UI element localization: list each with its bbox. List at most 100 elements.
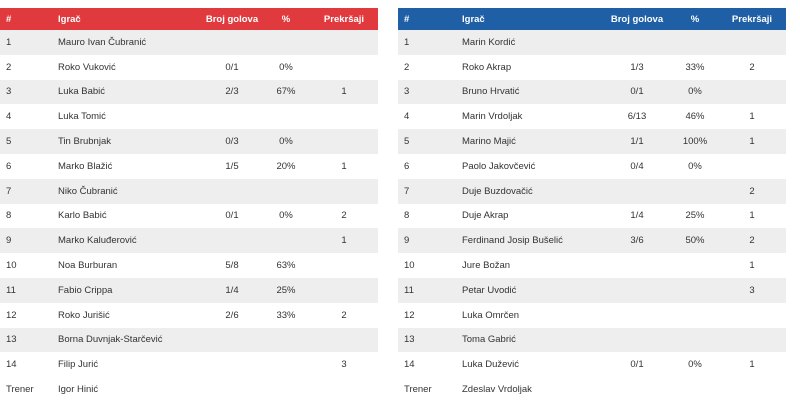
player-name: Borna Duvnjak-Starčević <box>58 334 163 346</box>
player-number: 3 <box>6 86 12 98</box>
fouls-cell: 1 <box>341 86 347 98</box>
home-team-table: # Igrač Broj golova % Prekršaji 1 Mauro I… <box>0 8 378 402</box>
goals-cell: 1/4 <box>225 284 239 296</box>
table-row[interactable]: 12 Luka Omrčen <box>398 302 786 328</box>
table-row[interactable]: 9 Marko Kaluđerović 1 <box>0 228 378 254</box>
player-name: Roko Jurišić <box>58 309 110 321</box>
goals-cell: 0/3 <box>225 136 239 148</box>
player-name: Karlo Babić <box>58 210 107 222</box>
table-row[interactable]: 12 Roko Jurišić 2/6 33% 2 <box>0 302 378 328</box>
column-header-number[interactable]: # <box>404 13 410 25</box>
coach-row: Trener Igor Hinić <box>0 377 378 402</box>
player-name: Mauro Ivan Čubranić <box>58 36 147 48</box>
fouls-cell <box>310 278 378 303</box>
table-row[interactable]: 7 Niko Čubranić <box>0 178 378 204</box>
table-row[interactable]: 11 Petar Uvodić 3 <box>398 277 786 303</box>
table-row[interactable]: 2 Roko Akrap 1/3 33% 2 <box>398 54 786 80</box>
column-header-player[interactable]: Igrač <box>58 13 81 25</box>
player-number: 7 <box>6 185 12 197</box>
goals-cell <box>202 228 262 253</box>
player-number: 6 <box>6 160 12 172</box>
goals-cell: 0/1 <box>630 359 644 371</box>
player-name: Filip Jurić <box>58 359 99 371</box>
fouls-cell: 1 <box>341 160 347 172</box>
goals-cell <box>202 30 262 55</box>
player-number: 4 <box>6 111 12 123</box>
table-row[interactable]: 3 Bruno Hrvatić 0/1 0% <box>398 79 786 105</box>
fouls-cell: 2 <box>749 61 755 73</box>
player-name: Noa Burburan <box>58 260 118 272</box>
fouls-cell <box>310 30 378 55</box>
goals-cell: 0/4 <box>630 160 644 172</box>
table-row[interactable]: 4 Marin Vrdoljak 6/13 46% 1 <box>398 104 786 130</box>
player-number: 8 <box>6 210 12 222</box>
column-header-percent[interactable]: % <box>690 13 700 25</box>
table-row[interactable]: 4 Luka Tomić <box>0 104 378 130</box>
player-name: Toma Gabrić <box>462 334 516 346</box>
table-row[interactable]: 5 Marino Majić 1/1 100% 1 <box>398 129 786 154</box>
table-row[interactable]: 9 Ferdinand Josip Bušelić 3/6 50% 2 <box>398 228 786 254</box>
player-name: Luka Tomić <box>58 111 106 123</box>
player-name: Marino Majić <box>462 136 516 148</box>
player-number: 2 <box>6 61 12 73</box>
coach-row: Trener Zdeslav Vrdoljak <box>398 377 786 402</box>
fouls-cell <box>310 328 378 353</box>
table-row[interactable]: 10 Noa Burburan 5/8 63% <box>0 253 378 278</box>
goals-cell <box>602 253 672 278</box>
column-header-fouls[interactable]: Prekršaji <box>323 13 365 25</box>
player-number: 12 <box>6 309 17 321</box>
player-name: Fabio Crippa <box>58 284 113 296</box>
player-number: 4 <box>404 111 410 123</box>
column-header-goals[interactable]: Broj golova <box>610 13 664 25</box>
fouls-cell: 1 <box>749 210 755 222</box>
fouls-cell <box>718 303 786 328</box>
table-row[interactable]: 13 Borna Duvnjak-Starčević <box>0 327 378 353</box>
goals-cell: 0/1 <box>225 61 239 73</box>
fouls-cell <box>310 55 378 80</box>
player-name: Marko Kaluđerović <box>58 235 137 247</box>
column-header-goals[interactable]: Broj golova <box>205 13 259 25</box>
goals-cell <box>602 303 672 328</box>
percent-cell <box>262 352 310 377</box>
table-row[interactable]: 11 Fabio Crippa 1/4 25% <box>0 277 378 303</box>
player-name: Duje Akrap <box>462 210 509 222</box>
table-row[interactable]: 10 Jure Božan 1 <box>398 253 786 278</box>
table-row[interactable]: 1 Marin Kordić <box>398 30 786 55</box>
table-row[interactable]: 5 Tin Brubnjak 0/3 0% <box>0 129 378 154</box>
player-name: Roko Vuković <box>58 61 116 73</box>
player-name: Petar Uvodić <box>462 284 517 296</box>
fouls-cell <box>718 80 786 105</box>
percent-cell: 46% <box>685 111 705 123</box>
goals-cell: 1/1 <box>630 136 644 148</box>
fouls-cell <box>310 104 378 129</box>
away-team-table: # Igrač Broj golova % Prekršaji 1 Marin K… <box>398 8 786 402</box>
column-header-fouls[interactable]: Prekršaji <box>731 13 773 25</box>
table-row[interactable]: 1 Mauro Ivan Čubranić <box>0 30 378 55</box>
player-name: Luka Dužević <box>462 359 520 371</box>
column-header-player[interactable]: Igrač <box>462 13 485 25</box>
goals-cell: 1/3 <box>630 61 644 73</box>
table-row[interactable]: 3 Luka Babić 2/3 67% 1 <box>0 79 378 105</box>
percent-cell: 33% <box>276 309 296 321</box>
table-row[interactable]: 6 Marko Blažić 1/5 20% 1 <box>0 153 378 179</box>
player-number: 13 <box>6 334 17 346</box>
table-row[interactable]: 7 Duje Buzdovačić 2 <box>398 178 786 204</box>
player-number: 10 <box>404 260 415 272</box>
goals-cell: 0/1 <box>630 86 644 98</box>
percent-cell <box>672 328 718 353</box>
away-table-header: # Igrač Broj golova % Prekršaji <box>398 8 786 30</box>
column-header-percent[interactable]: % <box>281 13 291 25</box>
percent-cell: 0% <box>688 359 702 371</box>
table-row[interactable]: 8 Duje Akrap 1/4 25% 1 <box>398 203 786 229</box>
table-row[interactable]: 13 Toma Gabrić <box>398 327 786 353</box>
table-row[interactable]: 14 Luka Dužević 0/1 0% 1 <box>398 352 786 378</box>
table-row[interactable]: 8 Karlo Babić 0/1 0% 2 <box>0 203 378 229</box>
fouls-cell <box>310 253 378 278</box>
table-row[interactable]: 6 Paolo Jakovčević 0/4 0% <box>398 153 786 179</box>
table-row[interactable]: 14 Filip Jurić 3 <box>0 352 378 378</box>
goals-cell: 0/1 <box>225 210 239 222</box>
column-header-number[interactable]: # <box>6 13 12 25</box>
goals-cell <box>602 179 672 204</box>
table-row[interactable]: 2 Roko Vuković 0/1 0% <box>0 54 378 80</box>
player-number: 9 <box>6 235 12 247</box>
